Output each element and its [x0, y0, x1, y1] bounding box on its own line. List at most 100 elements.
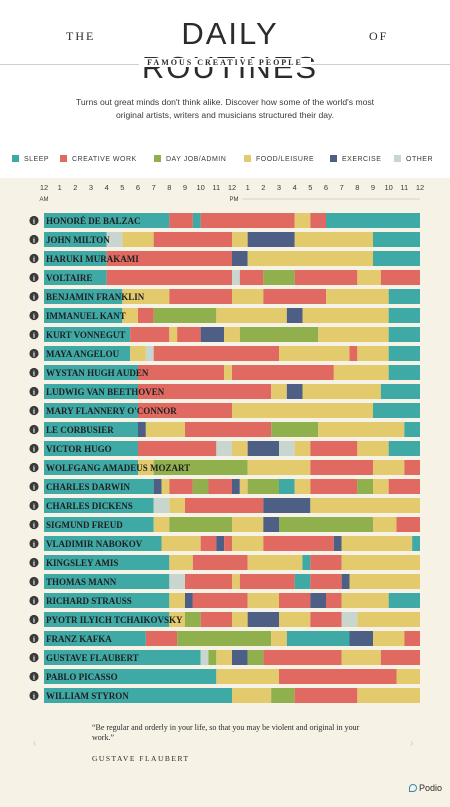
x-tick-label: 1 — [58, 183, 62, 192]
x-tick-label: 9 — [183, 183, 187, 192]
segment-food — [169, 593, 185, 608]
person-name: WILLIAM STYRON — [46, 691, 129, 701]
segment-food — [122, 289, 170, 304]
segment-creative — [310, 213, 326, 228]
segment-food — [279, 612, 311, 627]
info-icon[interactable] — [29, 633, 39, 644]
info-icon[interactable] — [29, 538, 39, 549]
info-icon[interactable] — [29, 348, 39, 359]
info-icon[interactable] — [29, 519, 39, 530]
person-name: PYOTR ILYICH TCHAIKOVSKY — [46, 615, 183, 625]
info-icon-glyph: i — [33, 255, 35, 263]
info-icon[interactable] — [29, 443, 39, 454]
info-icon[interactable] — [29, 367, 39, 378]
info-icon[interactable] — [29, 557, 39, 568]
segment-food — [216, 308, 287, 323]
person-name: LUDWIG VAN BEETHOVEN — [46, 387, 165, 397]
info-icon[interactable] — [29, 652, 39, 663]
segment-creative — [396, 517, 420, 532]
info-icon[interactable] — [29, 424, 39, 435]
segment-other — [200, 650, 209, 665]
info-icon[interactable] — [29, 386, 39, 397]
legend-item-dayjob[interactable]: DAY JOB/ADMIN — [154, 155, 226, 165]
segment-sleep — [294, 574, 311, 589]
legend-label-food: FOOD/LEISURE — [256, 156, 315, 163]
segment-food — [357, 270, 381, 285]
legend-item-other[interactable]: OTHER — [394, 155, 433, 165]
segment-sleep — [44, 422, 138, 437]
info-icon-glyph: i — [33, 654, 35, 662]
person-name: JOHN MILTON — [46, 235, 110, 245]
info-icon[interactable] — [29, 272, 39, 283]
segment-exercise — [341, 574, 350, 589]
segment-creative — [200, 612, 232, 627]
segment-other — [341, 612, 358, 627]
info-icon-glyph: i — [33, 502, 35, 510]
info-icon[interactable] — [29, 462, 39, 473]
info-icon[interactable] — [29, 614, 39, 625]
segment-sleep — [412, 536, 420, 551]
info-icon-glyph: i — [33, 635, 35, 643]
legend-item-food[interactable]: FOOD/LEISURE — [244, 155, 314, 165]
legend-item-sleep[interactable]: SLEEP — [12, 155, 49, 165]
intro-text: Turns out great minds don't think alike.… — [75, 97, 375, 120]
person-name: CHARLES DARWIN — [46, 482, 130, 492]
x-tick-label: 12 — [228, 183, 236, 192]
x-tick-label: 4 — [293, 183, 297, 192]
segment-sleep — [44, 498, 154, 513]
segment-dayjob — [247, 479, 279, 494]
legend-item-exercise[interactable]: EXERCISE — [330, 155, 381, 165]
segment-food — [373, 517, 397, 532]
info-icon-glyph: i — [33, 559, 35, 567]
segment-food — [310, 498, 420, 513]
segment-food — [357, 612, 420, 627]
x-tick-label: 11 — [212, 183, 220, 192]
info-icon[interactable] — [29, 234, 39, 245]
segment-food — [318, 327, 389, 342]
segment-creative — [169, 213, 193, 228]
segment-food — [224, 327, 240, 342]
info-icon[interactable] — [29, 595, 39, 606]
segment-creative — [153, 232, 232, 247]
segment-sleep — [388, 289, 420, 304]
segment-creative — [200, 536, 217, 551]
x-tick-label: 7 — [152, 183, 156, 192]
info-icon[interactable] — [29, 329, 39, 340]
next-quote-arrow[interactable]: › — [410, 738, 414, 749]
legend-swatch-dayjob — [154, 155, 161, 162]
info-icon[interactable] — [29, 215, 39, 226]
segment-food — [161, 479, 170, 494]
segment-food — [130, 346, 146, 361]
legend-label-dayjob: DAY JOB/ADMIN — [166, 156, 227, 163]
segment-sleep — [279, 479, 295, 494]
info-icon[interactable] — [29, 310, 39, 321]
segment-creative — [263, 650, 342, 665]
legend-item-creative[interactable]: CREATIVE WORK — [60, 155, 137, 165]
person-name: SIGMUND FREUD — [46, 520, 123, 530]
info-icon[interactable] — [29, 291, 39, 302]
info-icon-glyph: i — [33, 407, 35, 415]
segment-dayjob — [169, 517, 232, 532]
segment-exercise — [263, 498, 311, 513]
prev-quote-arrow[interactable]: ‹ — [33, 738, 37, 749]
segment-sleep — [388, 327, 420, 342]
person-name: BENJAMIN FRANKLIN — [46, 292, 145, 302]
segment-food — [333, 365, 389, 380]
info-icon[interactable] — [29, 576, 39, 587]
x-tick-label: 6 — [324, 183, 328, 192]
info-icon[interactable] — [29, 671, 39, 682]
info-icon[interactable] — [29, 481, 39, 492]
info-icon[interactable] — [29, 405, 39, 416]
info-icon[interactable] — [29, 253, 39, 264]
segment-sleep — [286, 631, 350, 646]
segment-other — [153, 498, 170, 513]
info-icon[interactable] — [29, 500, 39, 511]
segment-food — [271, 631, 287, 646]
legend-swatch-food — [244, 155, 251, 162]
segment-food — [247, 251, 373, 266]
x-tick-label: 5 — [120, 183, 124, 192]
quote-author: GUSTAVE FLAUBERT — [92, 754, 190, 763]
info-icon[interactable] — [29, 690, 39, 701]
brand[interactable]: Podio — [409, 783, 442, 793]
x-tick-label: 3 — [89, 183, 93, 192]
